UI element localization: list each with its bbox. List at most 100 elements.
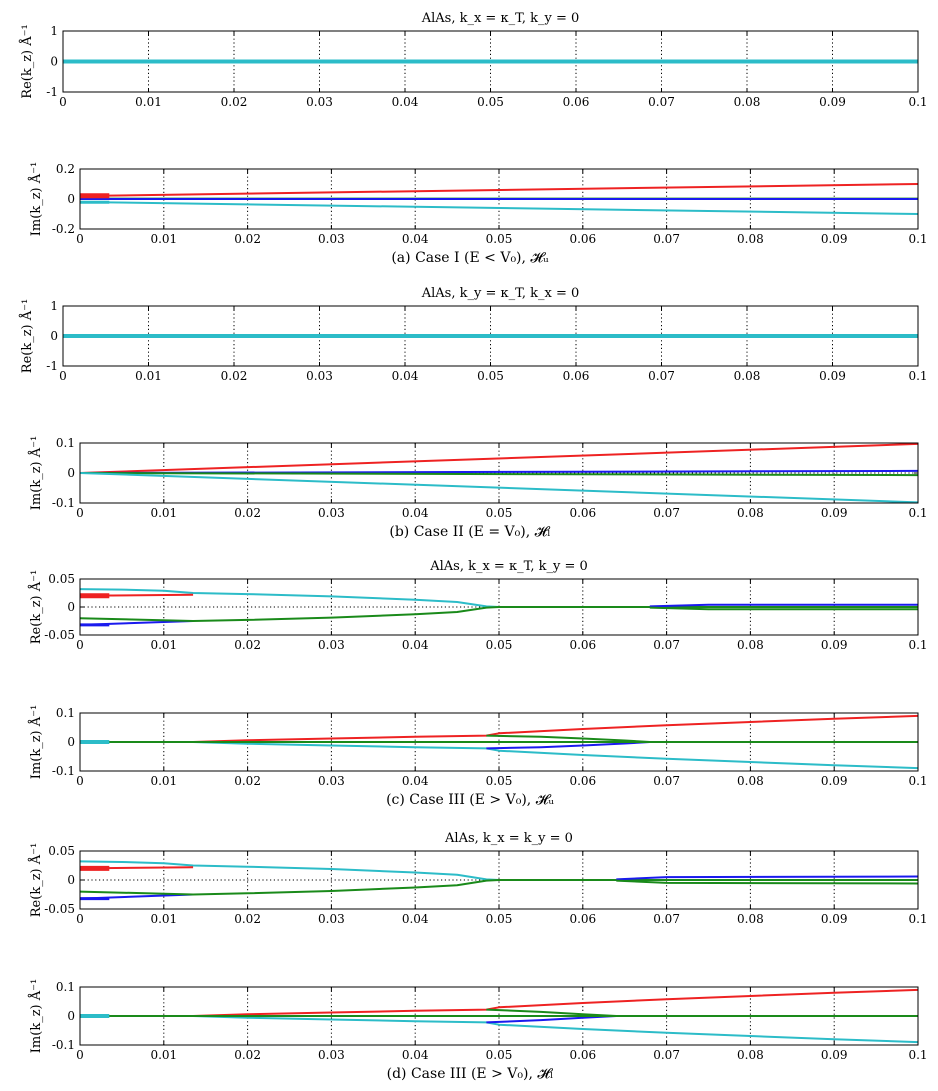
x-tick-label: 0 xyxy=(76,774,84,788)
y-axis-label: Im(k_z) Å⁻¹ xyxy=(28,436,44,510)
x-tick-label: 0.01 xyxy=(150,232,177,246)
x-tick-label: 0.05 xyxy=(486,232,513,246)
x-tick-label: 0.09 xyxy=(821,912,848,926)
series-line-green xyxy=(649,606,918,611)
x-tick-label: 0.01 xyxy=(150,638,177,652)
y-tick-label: -0.2 xyxy=(52,222,75,236)
x-tick-label: 0.06 xyxy=(569,774,596,788)
x-tick-label: 0.03 xyxy=(306,95,333,109)
x-tick-label: 0.09 xyxy=(821,232,848,246)
x-tick-label: 0.01 xyxy=(150,506,177,520)
y-tick-label: 0.1 xyxy=(56,980,75,994)
x-tick-label: 0.07 xyxy=(653,506,680,520)
subfigure-caption: (c) Case III (E > V₀), 𝓗ᵤ xyxy=(386,792,554,808)
panel-c-re: 0 0.01 0.02 0.03 0.04 0.05 0.06 0.07 0.08 0.09 0.1… xyxy=(28,559,928,652)
x-tick-label: 0.05 xyxy=(477,369,504,383)
x-tick-label: 0 xyxy=(76,638,84,652)
x-tick-label: 0.07 xyxy=(653,1048,680,1062)
x-tick-label: 0.08 xyxy=(737,232,764,246)
x-tick-label: 0.02 xyxy=(221,95,248,109)
panel-title: AlAs, k_x = k_y = 0 xyxy=(444,831,573,846)
plot-frame xyxy=(79,986,919,1046)
x-tick-label: 0.04 xyxy=(402,232,429,246)
series-line-cyan xyxy=(80,1015,919,1044)
x-tick-label: 0.08 xyxy=(737,774,764,788)
x-tick-label: 0.05 xyxy=(486,1048,513,1062)
subfigure-caption: (d) Case III (E > V₀), 𝓗ₗ xyxy=(387,1066,554,1082)
x-tick-label: 0 xyxy=(76,232,84,246)
x-tick-label: 0.08 xyxy=(737,638,764,652)
x-tick-label: 0.08 xyxy=(737,1048,764,1062)
x-tick-label: 0.02 xyxy=(234,774,261,788)
series-line-green xyxy=(79,606,918,622)
panel-a-re: 0 0.01 0.02 0.03 0.04 0.05 0.06 0.07 0.08 0.09 0.1… xyxy=(19,11,928,109)
y-axis-label: Re(k_z) Å⁻¹ xyxy=(28,843,44,917)
panel-d-im: 0 0.01 0.02 0.03 0.04 0.05 0.06 0.07 0.08 0.09 0.1… xyxy=(28,979,928,1082)
series-line-green xyxy=(616,879,919,885)
panel-a-im: 0 0.01 0.02 0.03 0.04 0.05 0.06 0.07 0.08 0.09 0.1… xyxy=(28,162,928,266)
x-tick-label: 0 xyxy=(76,912,84,926)
series-line-red xyxy=(79,183,919,197)
panel-d-re: 0 0.01 0.02 0.03 0.04 0.05 0.06 0.07 0.08 0.09 0.1… xyxy=(28,831,928,926)
x-tick-label: 0.1 xyxy=(908,1048,927,1062)
panel-b-im: 0 0.01 0.02 0.03 0.04 0.05 0.06 0.07 0.08 0.09 0.1… xyxy=(28,436,928,540)
panel-title: AlAs, k_y = κ_T, k_x = 0 xyxy=(421,286,580,301)
plot-frame xyxy=(62,305,919,367)
y-tick-label: 0 xyxy=(50,55,58,69)
x-tick-label: 0.07 xyxy=(653,912,680,926)
x-tick-label: 0.09 xyxy=(821,1048,848,1062)
y-axis-label: Im(k_z) Å⁻¹ xyxy=(28,979,44,1053)
x-tick-label: 0.07 xyxy=(653,774,680,788)
panel-b-re: 0 0.01 0.02 0.03 0.04 0.05 0.06 0.07 0.08 0.09 0.1… xyxy=(19,286,928,383)
series-line-green xyxy=(79,879,918,896)
y-tick-label: 0.2 xyxy=(56,162,75,176)
x-tick-label: 0.03 xyxy=(318,232,345,246)
x-tick-label: 0.1 xyxy=(908,95,927,109)
y-tick-label: 0.05 xyxy=(48,572,75,586)
x-tick-label: 0.06 xyxy=(569,232,596,246)
y-tick-label: 0 xyxy=(67,735,75,749)
x-tick-label: 0.02 xyxy=(234,638,261,652)
x-tick-label: 0.06 xyxy=(563,95,590,109)
x-tick-label: 0.03 xyxy=(318,506,345,520)
x-tick-label: 0.03 xyxy=(318,638,345,652)
x-tick-label: 0.07 xyxy=(653,638,680,652)
x-tick-label: 0.01 xyxy=(135,369,162,383)
x-tick-label: 0 xyxy=(59,95,67,109)
plot-frame xyxy=(79,850,919,910)
y-tick-label: 0.1 xyxy=(56,436,75,450)
x-tick-label: 0.09 xyxy=(821,638,848,652)
x-tick-label: 0.1 xyxy=(908,369,927,383)
x-tick-label: 0.07 xyxy=(648,369,675,383)
x-tick-label: 0.04 xyxy=(402,912,429,926)
y-tick-label: -0.1 xyxy=(52,1038,75,1052)
series-line-red xyxy=(80,988,919,1017)
x-tick-label: 0.01 xyxy=(135,95,162,109)
x-tick-label: 0.06 xyxy=(569,912,596,926)
series-line-green xyxy=(79,472,919,477)
y-tick-label: -0.1 xyxy=(52,496,75,510)
x-tick-label: 0.1 xyxy=(908,912,927,926)
y-axis-label: Re(k_z) Å⁻¹ xyxy=(28,570,44,644)
y-axis-label: Im(k_z) Å⁻¹ xyxy=(28,162,44,236)
y-tick-label: -0.05 xyxy=(44,902,75,916)
y-axis-label: Im(k_z) Å⁻¹ xyxy=(28,705,44,779)
x-tick-label: 0.04 xyxy=(402,1048,429,1062)
plot-frame xyxy=(79,168,919,230)
y-tick-label: 0.1 xyxy=(56,706,75,720)
x-tick-label: 0.01 xyxy=(150,1048,177,1062)
x-tick-label: 0.02 xyxy=(221,369,248,383)
x-tick-label: 0 xyxy=(59,369,67,383)
x-tick-label: 0.03 xyxy=(318,912,345,926)
plot-frame xyxy=(79,442,919,504)
x-tick-label: 0.09 xyxy=(821,506,848,520)
x-tick-label: 0.1 xyxy=(908,638,927,652)
x-tick-label: 0.07 xyxy=(653,232,680,246)
series-line-red xyxy=(79,442,919,474)
x-tick-label: 0.09 xyxy=(821,774,848,788)
x-tick-label: 0.1 xyxy=(908,232,927,246)
y-tick-label: 0 xyxy=(67,1009,75,1023)
x-tick-label: 0.1 xyxy=(908,774,927,788)
subfigure-caption: (a) Case I (E < V₀), 𝓗ᵤ xyxy=(391,250,549,266)
